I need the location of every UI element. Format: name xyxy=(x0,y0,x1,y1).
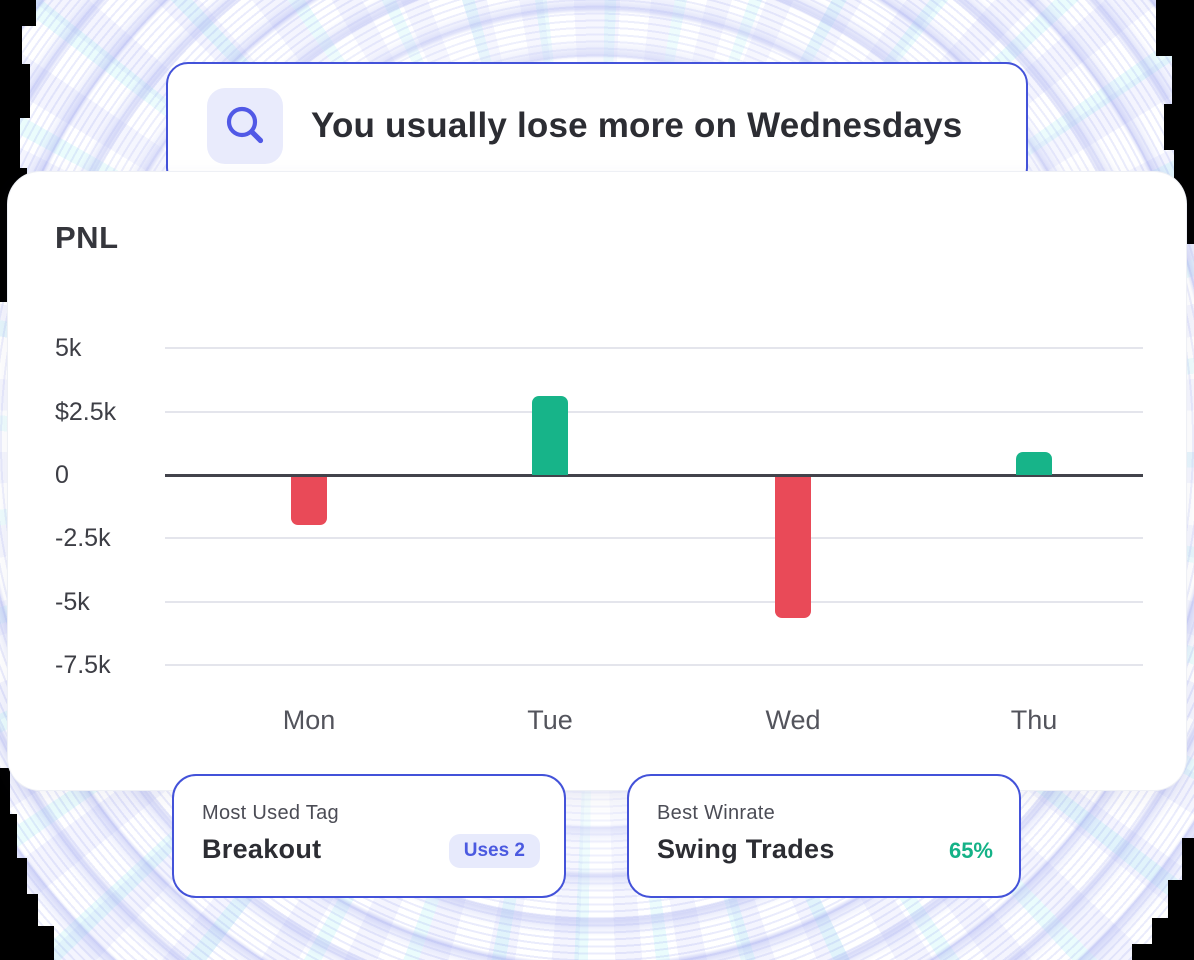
stat-card-best-winrate[interactable]: Best Winrate Swing Trades 65% xyxy=(627,774,1021,898)
winrate-percent: 65% xyxy=(948,838,993,863)
y-axis-tick-label: -2.5k xyxy=(55,524,111,553)
gridline xyxy=(165,347,1143,350)
y-axis-tick-label: 5k xyxy=(55,334,82,363)
gridline xyxy=(165,600,1143,603)
y-axis-tick-label: 0 xyxy=(55,461,69,489)
pnl-bar-tue[interactable] xyxy=(532,396,568,475)
pnl-bar-wed[interactable] xyxy=(775,476,811,619)
x-axis-label-tue: Tue xyxy=(527,705,573,735)
gridline xyxy=(165,663,1143,666)
zero-axis-line xyxy=(165,473,1143,477)
y-axis-tick-label: $2.5k xyxy=(55,397,117,426)
stat-card-label: Most Used Tag xyxy=(202,802,339,824)
insight-text: You usually lose more on Wednesdays xyxy=(311,106,963,145)
x-axis-label-mon: Mon xyxy=(282,705,336,735)
y-axis-tick-label: -5k xyxy=(55,587,90,616)
pnl-bar-mon[interactable] xyxy=(291,476,327,525)
pnl-card: PNL 5k $2.5k 0 -2.5k -5k -7.5k Mon Tue Wed Thu xyxy=(8,172,1186,790)
pnl-bar-thu[interactable] xyxy=(1016,452,1052,475)
x-axis-label-thu: Thu xyxy=(1010,705,1058,735)
insight-search-banner[interactable]: You usually lose more on Wednesdays xyxy=(166,62,1028,190)
search-icon-box xyxy=(207,88,283,164)
pnl-bar-chart: 5k $2.5k 0 -2.5k -5k -7.5k Mon Tue Wed Thu xyxy=(8,172,1186,790)
stat-card-value: Swing Trades xyxy=(657,834,835,864)
gridline xyxy=(165,537,1143,540)
pnl-card-title: PNL xyxy=(55,220,119,255)
stat-card-most-used-tag[interactable]: Most Used Tag Breakout Uses 2 xyxy=(172,774,566,898)
stat-card-label: Best Winrate xyxy=(657,802,776,824)
y-axis-tick-label: -7.5k xyxy=(55,650,111,679)
x-axis-label-wed: Wed xyxy=(765,705,821,735)
uses-count-badge: Uses 2 xyxy=(448,834,540,868)
search-icon xyxy=(226,106,264,144)
gridline xyxy=(165,410,1143,413)
stat-card-value: Breakout xyxy=(202,834,322,864)
